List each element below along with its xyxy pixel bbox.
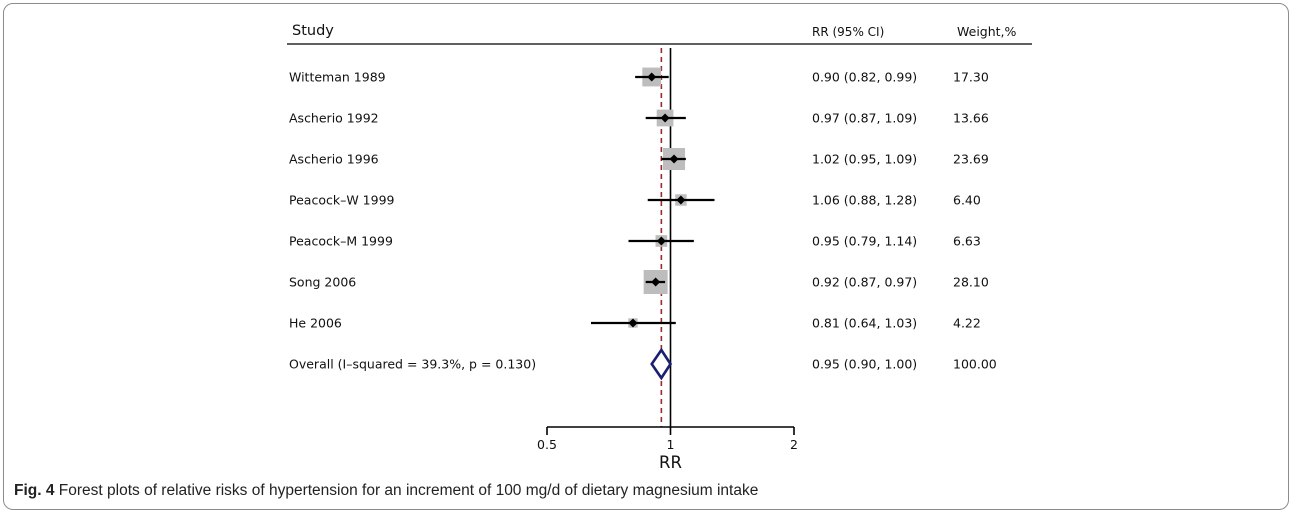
header-weight: Weight,%: [957, 24, 1017, 39]
header-effect: RR (95% CI): [812, 25, 884, 39]
study-ci: 0.95 (0.79, 1.14): [812, 234, 917, 249]
study-name: Ascherio 1996: [289, 152, 379, 167]
study-weight: 23.69: [953, 152, 989, 167]
study-ci: 1.06 (0.88, 1.28): [812, 193, 917, 208]
overall-diamond: [650, 347, 673, 381]
point-estimate: [660, 113, 670, 123]
x-axis-label: RR: [659, 453, 682, 472]
study-weight: 17.30: [953, 70, 989, 85]
study-name: He 2006: [289, 316, 342, 331]
header-study: Study: [292, 23, 334, 39]
overall-ci: 0.95 (0.90, 1.00): [812, 357, 917, 372]
x-tick-label: 1: [667, 437, 675, 452]
study-weight: 28.10: [953, 275, 989, 290]
study-weight: 6.63: [953, 234, 981, 249]
point-estimate: [651, 277, 661, 287]
study-ci: 0.92 (0.87, 0.97): [812, 275, 917, 290]
study-name: Peacock–M 1999: [289, 234, 393, 249]
caption-label: Fig. 4: [14, 482, 55, 499]
x-tick-label: 0.5: [537, 437, 557, 452]
point-estimate: [676, 195, 686, 205]
caption-text: Forest plots of relative risks of hypert…: [54, 482, 759, 499]
x-tick-label: 2: [790, 437, 798, 452]
study-weight: 4.22: [953, 316, 981, 331]
study-ci: 0.97 (0.87, 1.09): [812, 111, 917, 126]
study-weight: 6.40: [953, 193, 981, 208]
study-name: Peacock–W 1999: [289, 193, 395, 208]
figure-caption: Fig. 4 Forest plots of relative risks of…: [14, 482, 758, 500]
point-estimate: [669, 154, 679, 164]
study-ci: 0.81 (0.64, 1.03): [812, 316, 917, 331]
overall-label: Overall (I–squared = 39.3%, p = 0.130): [289, 357, 536, 372]
overall-weight: 100.00: [953, 357, 997, 372]
study-ci: 1.02 (0.95, 1.09): [812, 152, 917, 167]
forest-plot: Study RR (95% CI) Weight,% Witteman 1989 0.9…: [287, 23, 1032, 472]
study-weight: 13.66: [953, 111, 989, 126]
point-estimate: [656, 236, 666, 246]
figure-frame: [3, 3, 1289, 510]
point-estimate: [647, 72, 657, 82]
study-name: Ascherio 1992: [289, 111, 379, 126]
study-name: Witteman 1989: [289, 70, 386, 85]
study-name: Song 2006: [289, 275, 356, 290]
study-ci: 0.90 (0.82, 0.99): [812, 70, 917, 85]
point-estimate: [628, 318, 638, 328]
